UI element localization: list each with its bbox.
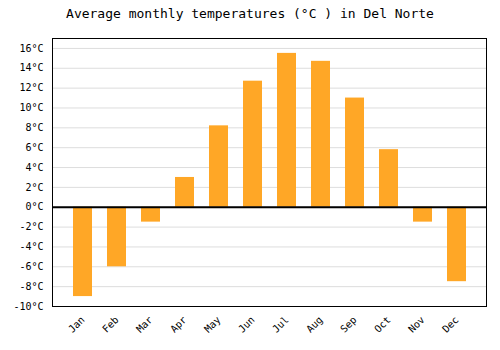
svg-text:-8°C: -8°C — [19, 281, 43, 292]
svg-text:10°C: 10°C — [19, 102, 43, 113]
svg-text:Apr: Apr — [168, 314, 189, 335]
svg-text:Jun: Jun — [236, 314, 257, 335]
svg-text:14°C: 14°C — [19, 62, 43, 73]
svg-text:8°C: 8°C — [25, 122, 43, 133]
svg-text:0°C: 0°C — [25, 201, 43, 212]
html-text:Average monthly temperatures (: Average monthly temperatures (°C ) in De… — [66, 6, 434, 21]
svg-text:4°C: 4°C — [25, 162, 43, 173]
svg-text:Jan: Jan — [66, 314, 87, 335]
svg-text:12°C: 12°C — [19, 82, 43, 93]
svg-text:May: May — [202, 314, 223, 335]
svg-text:Sep: Sep — [338, 314, 359, 335]
svg-text:Aug: Aug — [304, 314, 325, 335]
svg-text:Dec: Dec — [440, 314, 461, 335]
svg-text:Feb: Feb — [100, 314, 121, 335]
svg-text:-10°C: -10°C — [13, 301, 43, 312]
svg-text:Mar: Mar — [134, 314, 155, 335]
svg-text:-2°C: -2°C — [19, 221, 43, 232]
svg-text:Oct: Oct — [372, 314, 393, 335]
svg-text:6°C: 6°C — [25, 142, 43, 153]
svg-text:-6°C: -6°C — [19, 261, 43, 272]
svg-text:2°C: 2°C — [25, 182, 43, 193]
svg-text:Nov: Nov — [406, 314, 427, 335]
svg-text:16°C: 16°C — [19, 43, 43, 54]
svg-text:-4°C: -4°C — [19, 241, 43, 252]
svg-text:Jul: Jul — [270, 314, 291, 335]
